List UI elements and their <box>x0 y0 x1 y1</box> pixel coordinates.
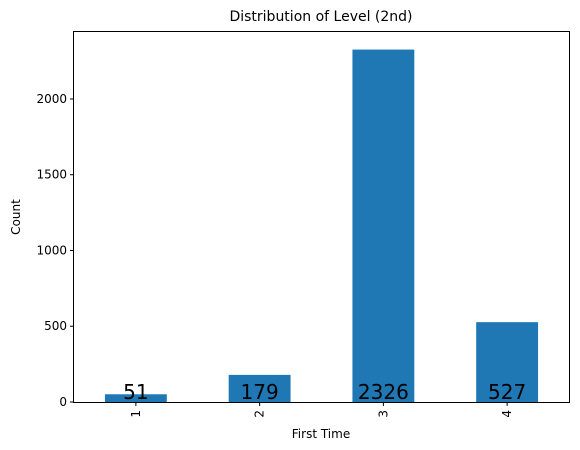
y-axis-label: Count <box>9 199 23 235</box>
bar-4 <box>476 322 539 402</box>
data-label-1: 51 <box>123 380 148 404</box>
x-tick-label-2: 2 <box>253 410 267 418</box>
x-tick-label-1: 1 <box>129 410 143 418</box>
x-tick-label-3: 3 <box>376 410 390 418</box>
bar-2 <box>228 374 291 402</box>
data-labels-group: 51 179 2326 527 <box>123 380 526 404</box>
x-axis: 1 2 3 4 <box>129 402 514 418</box>
y-tick-label-2000: 2000 <box>36 92 67 106</box>
data-label-4: 527 <box>488 380 526 404</box>
bars-group <box>104 49 539 403</box>
y-tick-label-1000: 1000 <box>36 243 67 257</box>
chart-title: Distribution of Level (2nd) <box>229 9 412 25</box>
plot-frame <box>73 31 570 403</box>
y-axis: 0 500 1000 1500 2000 <box>36 92 74 409</box>
bar-3 <box>352 49 415 403</box>
y-tick-label-0: 0 <box>59 395 67 409</box>
data-label-2: 179 <box>241 380 279 404</box>
x-axis-label: First Time <box>292 427 350 441</box>
y-tick-label-1500: 1500 <box>36 168 67 182</box>
y-tick-label-500: 500 <box>44 319 67 333</box>
x-tick-label-4: 4 <box>500 410 514 418</box>
data-label-3: 2326 <box>358 380 409 404</box>
bar-1 <box>104 394 167 402</box>
